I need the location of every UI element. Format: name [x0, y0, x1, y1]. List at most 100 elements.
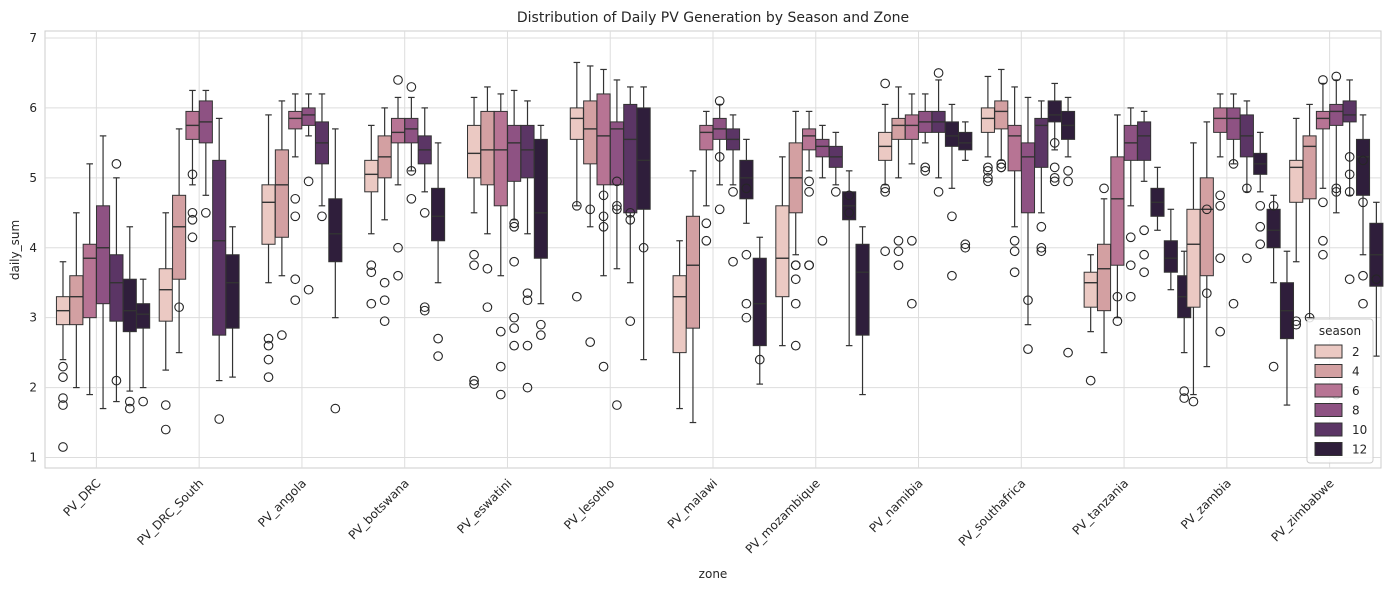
- outlier-point: [598, 361, 609, 372]
- box: [225, 254, 240, 329]
- outlier-point: [263, 354, 274, 365]
- outlier-point: [379, 316, 390, 327]
- outlier-point: [920, 165, 931, 176]
- outlier-point: [58, 400, 68, 410]
- legend-swatch: [1314, 403, 1343, 417]
- outlier-point: [482, 302, 493, 313]
- box: [364, 159, 379, 193]
- outlier-point: [741, 312, 752, 323]
- outlier-point: [983, 165, 993, 176]
- box-group-PV_mozambique: [775, 110, 870, 396]
- outlier-point: [509, 340, 519, 351]
- box: [1096, 243, 1112, 312]
- legend-label: 12: [1352, 443, 1367, 457]
- box: [390, 117, 406, 144]
- outlier-point: [1036, 246, 1047, 257]
- outlier-point: [983, 176, 993, 187]
- outlier-point: [880, 186, 890, 197]
- x-tick-label: PV_angola: [255, 476, 309, 530]
- box: [274, 149, 289, 238]
- outlier-point: [469, 249, 479, 260]
- outlier-point: [1318, 235, 1328, 246]
- box: [944, 121, 959, 147]
- box-group-PV_zambia: [1186, 93, 1295, 407]
- outlier-point: [1049, 176, 1060, 187]
- box: [1034, 117, 1049, 168]
- outlier-point: [1139, 249, 1149, 260]
- box: [739, 159, 754, 200]
- outlier-point: [817, 235, 828, 246]
- x-tick-label: PV_eswatini: [454, 476, 514, 536]
- box-groups: [55, 61, 1384, 452]
- outlier-point: [522, 295, 533, 306]
- outlier-point: [509, 312, 519, 323]
- legend-label: 10: [1352, 423, 1367, 437]
- outlier-point: [1331, 186, 1342, 197]
- y-tick-label: 5: [29, 171, 37, 185]
- outlier-point: [1125, 260, 1136, 271]
- box: [328, 198, 343, 263]
- outlier-point: [58, 361, 68, 372]
- outlier-point: [1215, 190, 1226, 201]
- outlier-point: [741, 298, 752, 309]
- outlier-point: [187, 207, 198, 218]
- outlier-point: [790, 298, 801, 309]
- x-tick-label: PV_mozambique: [743, 476, 823, 556]
- outlier-point: [1268, 361, 1279, 372]
- x-axis-label: zone: [699, 567, 728, 581]
- box-group-PV_zimbabwe: [1289, 71, 1384, 400]
- box: [520, 124, 535, 179]
- outlier-point: [1291, 319, 1302, 330]
- outlier-point: [893, 260, 904, 271]
- outlier-point: [754, 354, 765, 365]
- outlier-point: [138, 396, 148, 407]
- outlier-point: [960, 242, 971, 253]
- outlier-point: [469, 375, 479, 386]
- outlier-point: [571, 291, 582, 302]
- y-tick-labels: 1 2 3 4 5 6 7: [29, 31, 37, 465]
- box: [891, 117, 906, 140]
- outlier-point: [1023, 295, 1033, 306]
- outlier-point: [1063, 347, 1073, 358]
- outlier-point: [804, 186, 814, 197]
- outlier-point: [509, 218, 519, 229]
- outlier-point: [1344, 274, 1355, 285]
- outlier-point: [701, 235, 712, 246]
- box: [672, 275, 687, 354]
- x-tick-label: PV_zambia: [1178, 476, 1234, 532]
- outlier-point: [469, 260, 479, 271]
- outlier-point: [996, 158, 1007, 169]
- legend-swatch: [1314, 383, 1343, 398]
- y-tick-label: 6: [29, 101, 37, 115]
- outlier-point: [1063, 176, 1073, 187]
- outlier-point: [1228, 298, 1239, 309]
- outlier-point: [277, 330, 287, 341]
- outlier-point: [522, 382, 533, 393]
- outlier-point: [880, 246, 890, 257]
- outlier-point: [379, 295, 390, 306]
- outlier-point: [187, 169, 198, 180]
- outlier-point: [290, 193, 301, 204]
- box: [493, 110, 508, 207]
- outlier-point: [804, 260, 814, 271]
- outlier-point: [1215, 253, 1226, 264]
- outlier-point: [790, 260, 801, 271]
- outlier-point: [1358, 270, 1368, 281]
- outlier-point: [612, 200, 622, 211]
- box: [158, 268, 173, 322]
- outlier-point: [1215, 326, 1226, 337]
- box: [1342, 100, 1357, 123]
- box: [1226, 107, 1241, 140]
- outlier-point: [571, 200, 582, 211]
- outlier-point: [1291, 316, 1302, 327]
- outlier-point: [160, 424, 171, 435]
- outlier-point: [124, 396, 135, 407]
- x-tick-label: PV_tanzania: [1070, 476, 1132, 538]
- outlier-point: [701, 218, 712, 229]
- outlier-point: [366, 267, 377, 278]
- outlier-point: [419, 302, 430, 313]
- y-tick-label: 2: [29, 381, 37, 395]
- outlier-point: [317, 211, 327, 222]
